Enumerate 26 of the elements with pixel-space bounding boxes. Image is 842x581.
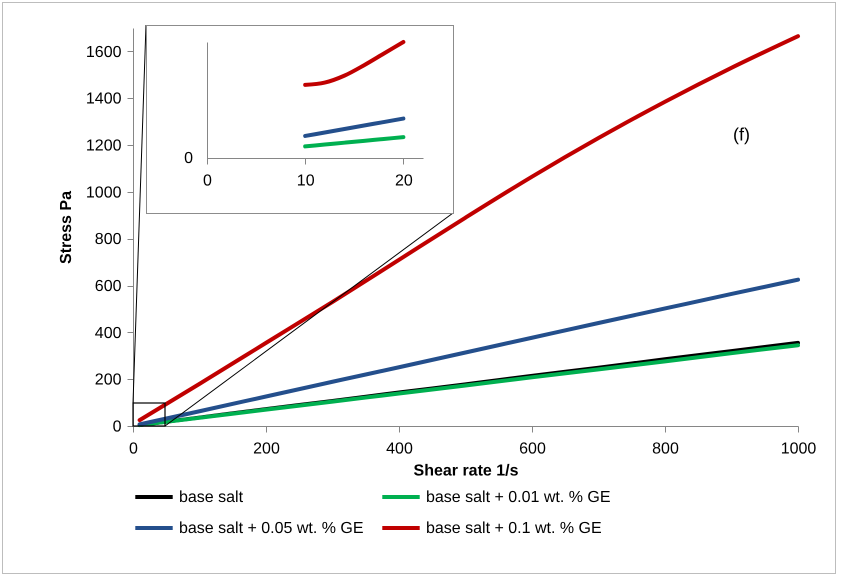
y-tick-label: 200 <box>94 372 122 389</box>
y-tick-label: 400 <box>94 324 122 342</box>
x-tick-label: 10 <box>296 172 315 190</box>
y-tick-label: 1400 <box>86 90 122 108</box>
legend-label: base salt + 0.01 wt. % GE <box>426 489 611 506</box>
legend-label: base salt + 0.1 wt. % GE <box>426 520 602 537</box>
y-axis-title: Stress Pa <box>58 190 75 264</box>
annotation: 0 <box>184 150 194 167</box>
x-tick-label: 1000 <box>780 440 816 458</box>
y-tick-label: 800 <box>94 231 122 248</box>
x-tick-label: 600 <box>519 440 546 458</box>
x-axis-title: Shear rate 1/s <box>414 462 519 480</box>
y-tick-label: 0 <box>112 418 122 436</box>
y-tick-label: 1600 <box>86 44 122 61</box>
x-tick-label: 0 <box>129 440 138 458</box>
x-tick-label: 800 <box>652 440 679 458</box>
x-tick-label: 0 <box>203 172 212 190</box>
x-tick-label: 400 <box>386 440 413 458</box>
annotation: (f) <box>732 124 750 144</box>
legend-label: base salt + 0.05 wt. % GE <box>179 520 364 537</box>
x-tick-label: 20 <box>394 172 413 190</box>
x-tick-label: 200 <box>253 440 280 458</box>
y-tick-label: 1000 <box>86 184 122 202</box>
legend-label: base salt <box>179 489 244 506</box>
y-tick-label: 600 <box>94 278 122 296</box>
y-tick-label: 1200 <box>86 138 122 155</box>
